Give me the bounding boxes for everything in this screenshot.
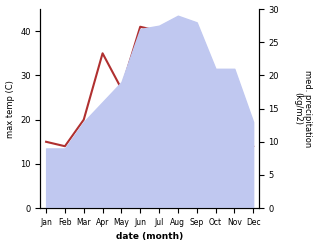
Y-axis label: max temp (C): max temp (C)	[5, 80, 15, 138]
Y-axis label: med. precipitation
(kg/m2): med. precipitation (kg/m2)	[293, 70, 313, 147]
X-axis label: date (month): date (month)	[116, 232, 183, 242]
